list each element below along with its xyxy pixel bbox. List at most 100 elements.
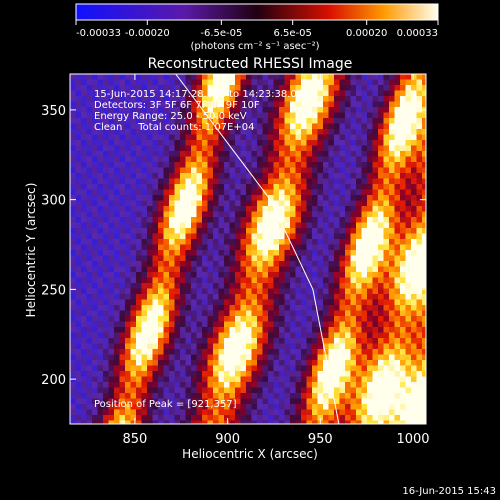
heatmap-cell	[136, 228, 142, 234]
heatmap-cell	[334, 217, 340, 223]
heatmap-cell	[262, 167, 269, 174]
heatmap-cell	[301, 420, 307, 424]
heatmap-cell	[411, 327, 417, 333]
heatmap-cell	[158, 233, 164, 240]
heatmap-cell	[290, 316, 296, 322]
heatmap-cell	[295, 184, 302, 190]
heatmap-cell	[246, 222, 252, 229]
heatmap-cell	[372, 288, 379, 295]
heatmap-cell	[394, 404, 401, 410]
heatmap-cell	[295, 79, 302, 86]
heatmap-cell	[196, 239, 203, 245]
heatmap-cell	[158, 261, 164, 267]
heatmap-cell	[213, 123, 219, 130]
heatmap-cell	[202, 101, 208, 108]
heatmap-cell	[334, 398, 340, 405]
heatmap-cell	[257, 85, 263, 91]
heatmap-cell	[389, 195, 395, 201]
heatmap-cell	[97, 85, 104, 91]
heatmap-cell	[130, 107, 137, 113]
heatmap-cell	[367, 239, 373, 245]
heatmap-cell	[147, 189, 153, 196]
heatmap-cell	[180, 360, 186, 366]
heatmap-cell	[405, 321, 412, 328]
heatmap-cell	[235, 327, 241, 333]
heatmap-cell	[235, 189, 241, 196]
heatmap-cell	[339, 310, 346, 317]
heatmap-cell	[416, 228, 423, 234]
heatmap-cell	[207, 305, 214, 311]
heatmap-cell	[246, 349, 252, 355]
heatmap-cell	[405, 244, 412, 251]
heatmap-cell	[290, 277, 296, 284]
heatmap-cell	[422, 283, 426, 289]
heatmap-cell	[202, 200, 208, 207]
heatmap-cell	[306, 90, 313, 97]
heatmap-cell	[378, 288, 384, 295]
heatmap-cell	[70, 294, 76, 300]
heatmap-cell	[317, 244, 324, 251]
heatmap-cell	[97, 310, 104, 317]
heatmap-cell	[378, 354, 384, 361]
heatmap-cell	[257, 360, 263, 366]
heatmap-cell	[345, 217, 351, 223]
heatmap-cell	[405, 349, 412, 355]
heatmap-cell	[224, 310, 230, 317]
y-tick-label: 250	[41, 283, 66, 298]
heatmap-cell	[290, 178, 296, 185]
heatmap-cell	[372, 85, 379, 91]
heatmap-cell	[328, 398, 335, 405]
heatmap-cell	[213, 404, 219, 410]
heatmap-cell	[306, 123, 313, 130]
heatmap-cell	[169, 156, 175, 163]
heatmap-cell	[356, 189, 362, 196]
heatmap-cell	[361, 332, 368, 339]
heatmap-cell	[235, 266, 241, 273]
heatmap-cell	[114, 112, 120, 119]
heatmap-cell	[345, 393, 351, 399]
heatmap-cell	[92, 233, 98, 240]
heatmap-cell	[86, 211, 93, 218]
heatmap-cell	[196, 343, 203, 350]
heatmap-cell	[405, 178, 412, 185]
heatmap-cell	[235, 332, 241, 339]
heatmap-cell	[119, 178, 126, 185]
heatmap-cell	[257, 250, 263, 256]
heatmap-cell	[86, 343, 93, 350]
heatmap-cell	[295, 156, 302, 163]
heatmap-cell	[394, 145, 401, 152]
heatmap-cell	[141, 200, 148, 207]
heatmap-cell	[246, 85, 252, 91]
heatmap-cell	[180, 173, 186, 179]
heatmap-cell	[279, 90, 285, 97]
heatmap-cell	[86, 409, 93, 416]
heatmap-cell	[229, 239, 236, 245]
heatmap-cell	[301, 349, 307, 355]
heatmap-cell	[86, 140, 93, 146]
heatmap-cell	[416, 101, 423, 108]
heatmap-cell	[136, 123, 142, 130]
colorbar-tick-label: -0.00020	[125, 28, 170, 39]
heatmap-cell	[97, 233, 104, 240]
heatmap-cell	[312, 173, 318, 179]
heatmap-cell	[334, 327, 340, 333]
heatmap-cell	[174, 79, 181, 86]
heatmap-cell	[125, 288, 131, 295]
heatmap-cell	[257, 101, 263, 108]
heatmap-cell	[339, 239, 346, 245]
heatmap-cell	[185, 387, 192, 394]
heatmap-cell	[174, 382, 181, 388]
heatmap-cell	[136, 283, 142, 289]
heatmap-cell	[372, 173, 379, 179]
heatmap-cell	[213, 118, 219, 124]
heatmap-cell	[191, 327, 197, 333]
heatmap-cell	[224, 239, 230, 245]
heatmap-cell	[405, 310, 412, 317]
heatmap-cell	[130, 85, 137, 91]
heatmap-cell	[301, 398, 307, 405]
heatmap-cell	[262, 327, 269, 333]
heatmap-cell	[301, 118, 307, 124]
heatmap-cell	[251, 398, 258, 405]
heatmap-cell	[306, 332, 313, 339]
heatmap-cell	[367, 134, 373, 141]
